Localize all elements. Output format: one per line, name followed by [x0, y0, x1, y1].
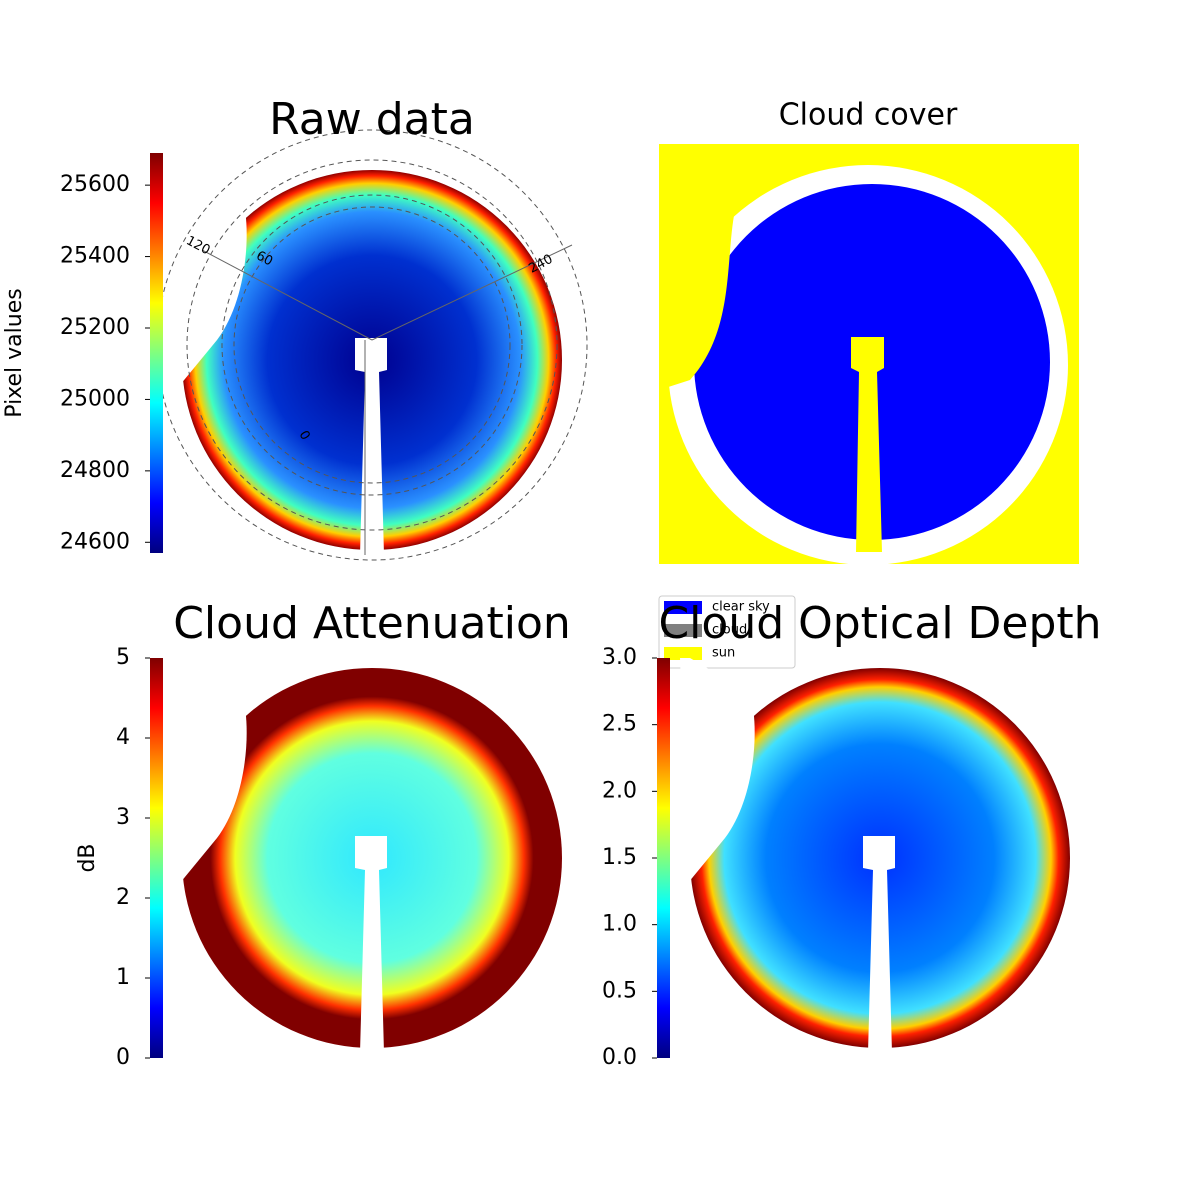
colorbar: [150, 658, 163, 1058]
polar-axis: [371, 244, 573, 341]
colorbar-tick-label: 24600: [60, 529, 130, 554]
colorbar: [150, 153, 163, 553]
colorbar-label: Pixel values: [2, 288, 27, 417]
legend-swatch: [664, 624, 702, 637]
colorbar-tick-label: 24800: [60, 458, 130, 483]
mask: [355, 836, 387, 1053]
colorbar-tick-label: 1.5: [602, 845, 637, 870]
colorbar-tick-label: 25000: [60, 386, 130, 411]
mask: [680, 658, 755, 883]
panel-title: Cloud Optical Depth: [658, 598, 1101, 649]
panel-title: Cloud Attenuation: [173, 598, 571, 649]
colorbar-tick-label: 0: [116, 1045, 130, 1070]
sun-stem: [851, 337, 884, 552]
legend-label: cloud: [712, 623, 747, 638]
polar-grid: [221, 194, 523, 496]
colorbar-tick-label: 25200: [60, 315, 130, 340]
polar-grid: [186, 159, 558, 531]
colorbar-tick-label: 0.0: [602, 1045, 637, 1070]
colorbar-tick-label: 5: [116, 645, 130, 670]
mask: [355, 338, 387, 555]
colorbar-tick-label: 3.0: [602, 645, 637, 670]
panel-title: Raw data: [269, 94, 475, 145]
colorbar-tick-label: 25400: [60, 244, 130, 269]
colorbar-tick-label: 1.0: [602, 912, 637, 937]
polar-grid: [233, 206, 511, 484]
legend-label: clear sky: [712, 600, 770, 615]
colorbar-tick-label: 2: [116, 885, 130, 910]
polar-label: 60: [253, 248, 275, 269]
colorbar-label: dB: [75, 843, 100, 872]
colorbar-tick-label: 3: [116, 805, 130, 830]
mask: [172, 160, 247, 385]
mask: [863, 836, 895, 1053]
colorbar-tick-label: 1: [116, 965, 130, 990]
mask: [659, 160, 735, 390]
colorbar-tick-label: 2.0: [602, 778, 637, 803]
legend-swatch: [664, 647, 702, 660]
colorbar-tick-label: 0.5: [602, 978, 637, 1003]
colorbar-tick-label: 25600: [60, 172, 130, 197]
colorbar-tick-label: 4: [116, 725, 130, 750]
mask: [172, 658, 247, 883]
legend-label: sun: [712, 646, 735, 661]
colorbar: [657, 658, 670, 1058]
legend-swatch: [664, 601, 702, 614]
colorbar-tick-label: 2.5: [602, 712, 637, 737]
polar-axis: [201, 249, 373, 341]
panel-title: Cloud cover: [779, 98, 958, 133]
